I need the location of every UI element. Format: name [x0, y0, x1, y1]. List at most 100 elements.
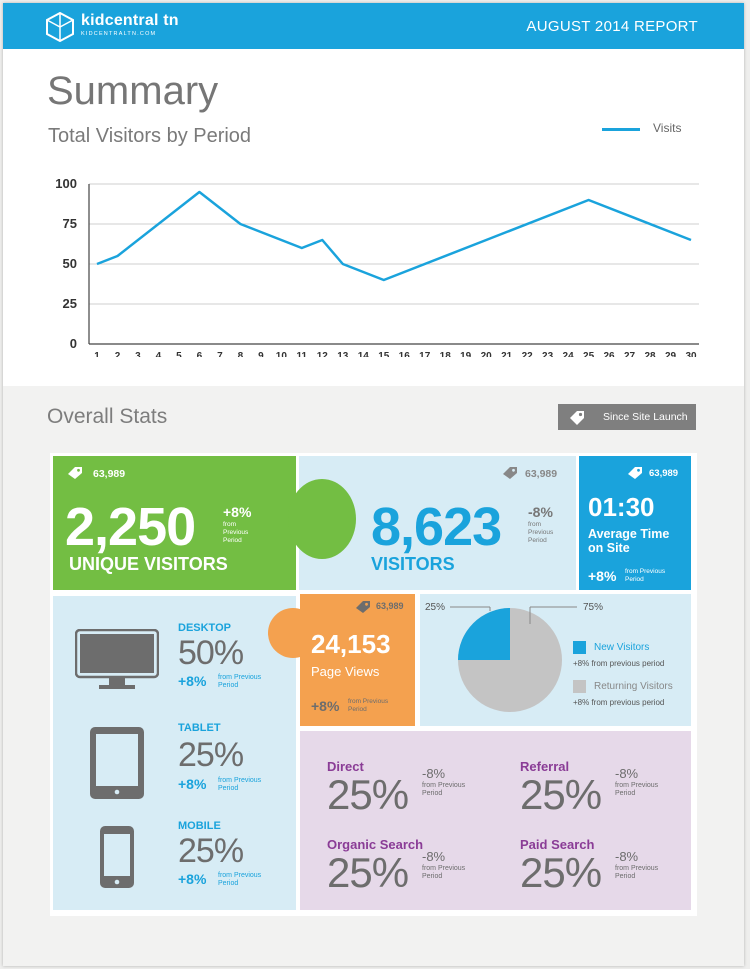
overall-stats-title: Overall Stats — [47, 405, 168, 428]
avg-time-change: +8% — [588, 568, 617, 584]
tablet-label: TABLET — [178, 722, 221, 734]
visitor-type-panel: 25% 75% New Visitors +8% from previous p… — [420, 594, 691, 726]
desktop-from: from Previous Period — [218, 674, 262, 689]
avg-time-panel: 63,989 01:30 Average Time on Site +8% fr… — [579, 456, 691, 590]
tablet-icon — [90, 727, 144, 799]
y-tick-label: 75 — [63, 216, 77, 231]
logo-icon — [46, 12, 74, 42]
unique-change: +8% — [223, 504, 252, 520]
tablet-value: 25% — [178, 736, 244, 774]
tag-icon — [628, 467, 642, 479]
traffic-direct-label: Direct — [327, 759, 364, 774]
mobile-label: MOBILE — [178, 820, 221, 832]
x-tick-label: 30 — [685, 351, 697, 357]
desktop-label: DESKTOP — [178, 622, 231, 634]
visitor-pie-chart — [450, 606, 586, 712]
mobile-from: from Previous Period — [218, 872, 262, 887]
legend-swatch — [602, 128, 640, 131]
x-tick-label: 27 — [624, 351, 636, 357]
tag-icon — [570, 411, 584, 425]
desktop-value: 50% — [178, 634, 244, 672]
x-tick-label: 28 — [644, 351, 656, 357]
page-views-tag-count: 63,989 — [376, 601, 404, 611]
x-tick-label: 12 — [317, 351, 329, 357]
brand-url: KIDCENTRALTN.COM — [81, 31, 157, 37]
summary-title: Summary — [47, 69, 219, 113]
x-tick-label: 24 — [563, 351, 575, 357]
traffic-paid-value: 25% — [520, 849, 602, 896]
tablet-from: from Previous Period — [218, 777, 262, 792]
mobile-value: 25% — [178, 832, 244, 870]
returning-visitors-label: Returning Visitors — [594, 681, 673, 692]
traffic-organic-from: from Previous Period — [422, 865, 466, 880]
y-tick-label: 100 — [55, 176, 77, 191]
traffic-paid-change: -8% — [615, 849, 639, 864]
visitors-panel: 63,989 8,623 -8% from Previous Period VI… — [299, 456, 576, 590]
visitors-from: from Previous Period — [528, 521, 554, 544]
x-tick-label: 23 — [542, 351, 554, 357]
traffic-direct-from: from Previous Period — [422, 782, 466, 797]
traffic-organic-value: 25% — [327, 849, 409, 896]
x-tick-label: 25 — [583, 351, 595, 357]
page-views-change: +8% — [311, 698, 340, 714]
x-tick-label: 18 — [440, 351, 452, 357]
unique-from: from Previous Period — [223, 521, 249, 544]
report-page: kidcentral tn KIDCENTRALTN.COM AUGUST 20… — [3, 3, 744, 966]
traffic-referral-value: 25% — [520, 771, 602, 818]
traffic-referral-change: -8% — [615, 766, 639, 781]
x-tick-label: 19 — [460, 351, 472, 357]
desktop-change: +8% — [178, 673, 207, 689]
legend-swatch-new — [573, 641, 586, 654]
x-tick-label: 13 — [337, 351, 349, 357]
x-tick-label: 20 — [481, 351, 493, 357]
traffic-organic-label: Organic Search — [327, 837, 424, 852]
devices-panel: DESKTOP 50% +8% from Previous Period TAB… — [53, 596, 296, 910]
pie-slice-new — [458, 608, 510, 660]
y-tick-label: 0 — [70, 336, 77, 351]
page-views-panel: 63,989 24,153 Page Views +8% from Previo… — [300, 594, 415, 726]
x-tick-label: 5 — [176, 351, 182, 357]
x-tick-label: 8 — [238, 351, 244, 357]
tag-icon — [356, 601, 370, 613]
x-tick-label: 7 — [217, 351, 223, 357]
tablet-change: +8% — [178, 776, 207, 792]
x-tick-label: 26 — [604, 351, 616, 357]
visitors-value: 8,623 — [371, 497, 502, 557]
traffic-direct-change: -8% — [422, 766, 446, 781]
visitors-tag-count: 63,989 — [525, 468, 558, 480]
puzzle-knob — [288, 479, 356, 559]
x-tick-label: 10 — [276, 351, 288, 357]
mobile-icon — [100, 826, 134, 888]
traffic-paid-label: Paid Search — [520, 837, 595, 852]
y-tick-label: 25 — [63, 296, 77, 311]
traffic-referral-label: Referral — [520, 759, 570, 774]
avg-time-from: from Previous Period — [625, 568, 666, 583]
page-views-label: Page Views — [311, 664, 380, 679]
x-tick-label: 11 — [297, 351, 308, 357]
new-visitors-label: New Visitors — [594, 642, 650, 653]
report-title: AUGUST 2014 REPORT — [526, 18, 698, 35]
traffic-direct-value: 25% — [327, 771, 409, 818]
legend-swatch-returning — [573, 680, 586, 693]
x-tick-label: 22 — [522, 351, 534, 357]
new-visitors-sub: +8% from previous period — [573, 659, 665, 668]
header-bar: kidcentral tn KIDCENTRALTN.COM AUGUST 20… — [3, 3, 744, 49]
x-tick-label: 29 — [665, 351, 677, 357]
chart-title: Total Visitors by Period — [48, 125, 252, 147]
page-views-value: 24,153 — [311, 629, 391, 659]
returning-visitors-sub: +8% from previous period — [573, 698, 665, 707]
x-tick-label: 6 — [197, 351, 203, 357]
x-tick-label: 15 — [378, 351, 390, 357]
y-tick-label: 50 — [63, 256, 77, 271]
visitors-label: VISITORS — [371, 554, 455, 574]
stats-grid: 63,989 2,250 +8% from Previous Period UN… — [50, 453, 697, 916]
unique-visitors-panel: 63,989 2,250 +8% from Previous Period UN… — [53, 456, 296, 590]
since-site-launch-button[interactable]: Since Site Launch — [558, 404, 696, 430]
x-tick-label: 1 — [94, 351, 100, 357]
visitors-change: -8% — [528, 504, 553, 520]
pie-right-label: 75% — [583, 602, 604, 613]
legend-label: Visits — [653, 121, 682, 135]
unique-tag-count: 63,989 — [93, 468, 126, 480]
x-tick-label: 4 — [156, 351, 162, 357]
brand-name: kidcentral tn — [81, 12, 179, 29]
